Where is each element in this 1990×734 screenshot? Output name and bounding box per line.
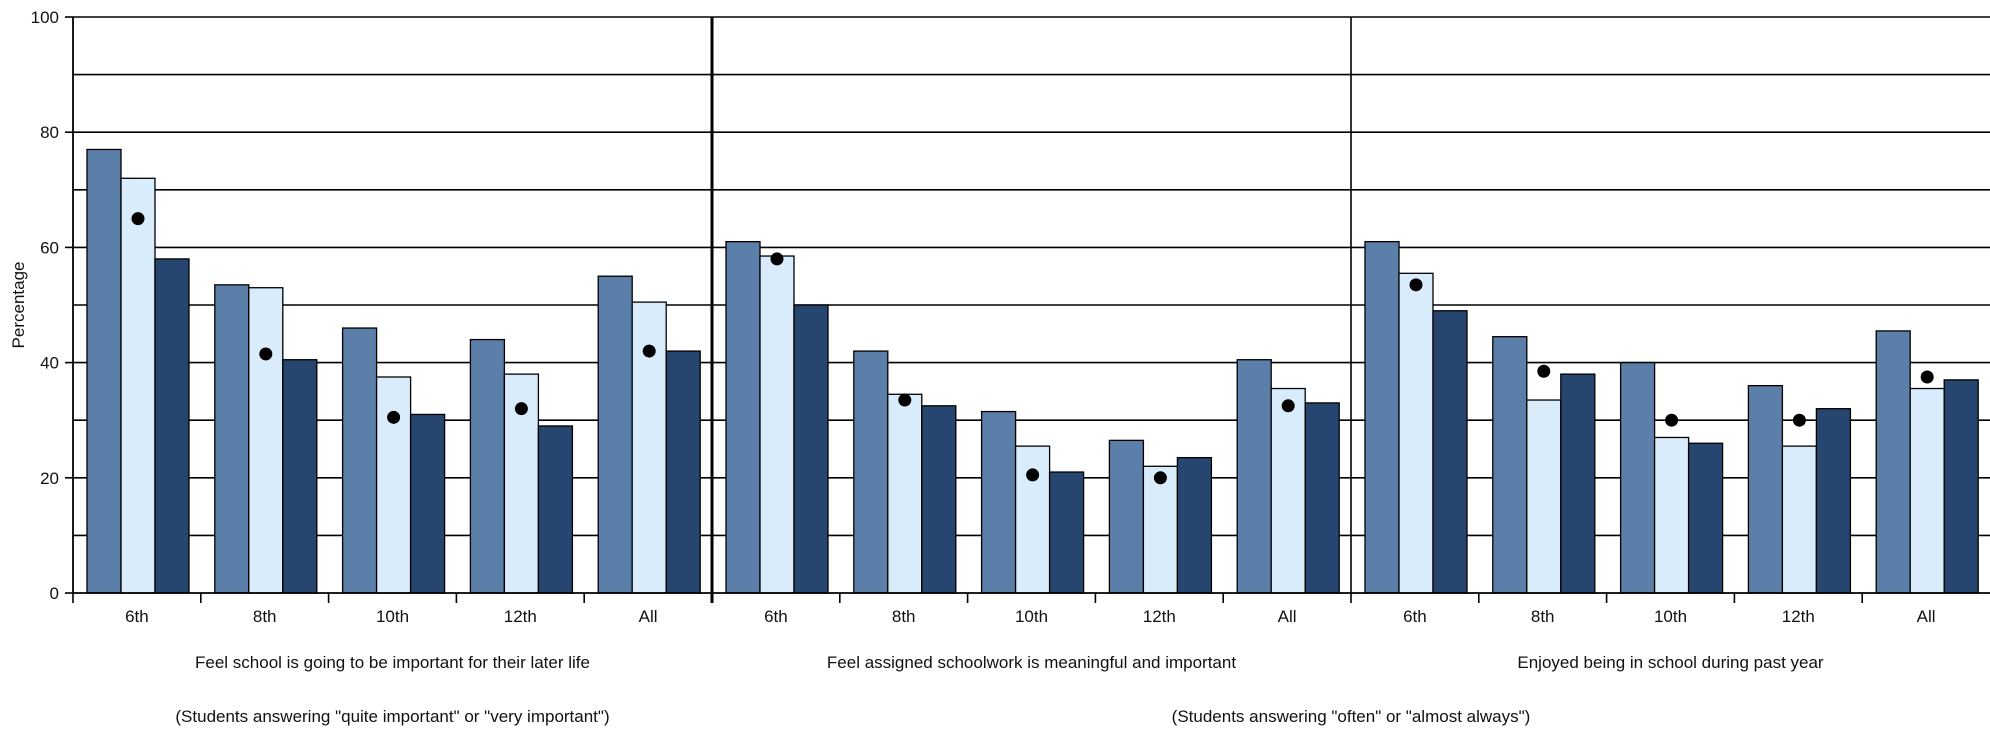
bar xyxy=(1108,439,1145,594)
category-label: 12th xyxy=(504,607,537,626)
bar xyxy=(1304,402,1340,594)
panel-title: Feel assigned schoolwork is meaningful a… xyxy=(827,653,1236,672)
marker-point xyxy=(1792,413,1806,427)
category-label: 10th xyxy=(376,607,409,626)
category-label: 8th xyxy=(892,607,916,626)
marker-point xyxy=(1026,468,1040,482)
bar xyxy=(282,359,318,594)
y-axis-title: Percentage xyxy=(9,262,28,349)
marker-point xyxy=(898,393,912,407)
marker-point xyxy=(1153,471,1167,485)
bar xyxy=(1875,330,1911,594)
marker-point xyxy=(1537,364,1551,378)
bar xyxy=(1236,359,1272,594)
axes xyxy=(65,16,1990,603)
bar xyxy=(665,350,701,594)
bar xyxy=(793,304,829,594)
bar xyxy=(1909,387,1945,594)
category-label: All xyxy=(1278,607,1297,626)
bar xyxy=(1142,465,1179,594)
bar xyxy=(853,350,889,594)
category-label: 6th xyxy=(764,607,788,626)
marker-point xyxy=(259,347,273,361)
bars xyxy=(86,148,1979,594)
category-label: 10th xyxy=(1654,607,1687,626)
bar xyxy=(409,413,446,594)
y-tick-label: 80 xyxy=(40,123,59,142)
bar xyxy=(469,338,506,594)
bar xyxy=(537,425,574,594)
panel-title: Feel school is going to be important for… xyxy=(195,653,590,672)
footnote: (Students answering "often" or "almost a… xyxy=(1172,707,1531,726)
bar xyxy=(1048,471,1085,594)
bar xyxy=(1270,387,1306,594)
bar xyxy=(375,376,412,594)
bar xyxy=(980,410,1017,594)
bar xyxy=(120,177,156,594)
category-label: 12th xyxy=(1143,607,1176,626)
bar xyxy=(86,148,122,594)
bar xyxy=(1781,445,1818,594)
marker-point xyxy=(1281,399,1295,413)
category-label: All xyxy=(1917,607,1936,626)
y-tick-label: 100 xyxy=(31,8,59,27)
category-label: 6th xyxy=(1403,607,1427,626)
category-label: 12th xyxy=(1782,607,1815,626)
category-label: 6th xyxy=(125,607,149,626)
bar xyxy=(1560,373,1596,594)
marker-point xyxy=(1665,413,1679,427)
bar xyxy=(887,393,923,594)
y-tick-label: 40 xyxy=(40,354,59,373)
y-tick-label: 60 xyxy=(40,238,59,257)
panel-title: Enjoyed being in school during past year xyxy=(1517,653,1824,672)
category-label: 10th xyxy=(1015,607,1048,626)
bar xyxy=(248,287,284,594)
bar xyxy=(1364,240,1400,594)
marker-point xyxy=(1409,278,1423,292)
bar xyxy=(1398,272,1434,594)
bar xyxy=(1526,399,1562,594)
bar xyxy=(1619,361,1656,594)
bar xyxy=(154,258,190,594)
labels: 0 20 40 60 80 100 Percentage 6th 8th 10th 12th All F… xyxy=(9,8,1936,726)
bar xyxy=(341,327,378,594)
footnote: (Students answering "quite important" or… xyxy=(175,707,609,726)
bar xyxy=(1492,336,1528,594)
category-label: 8th xyxy=(253,607,277,626)
bar xyxy=(921,405,957,594)
category-label: 8th xyxy=(1531,607,1555,626)
bar xyxy=(1653,436,1690,594)
marker-point xyxy=(514,402,528,416)
bar xyxy=(1014,445,1051,594)
bar xyxy=(1432,310,1468,594)
bar xyxy=(1747,384,1784,594)
bar xyxy=(1943,379,1979,594)
bar xyxy=(725,240,761,594)
markers xyxy=(131,212,1934,485)
y-tick-label: 20 xyxy=(40,469,59,488)
marker-point xyxy=(770,252,784,266)
bar xyxy=(759,255,795,594)
marker-point xyxy=(131,212,145,226)
category-label: All xyxy=(639,607,658,626)
bar xyxy=(597,275,633,594)
marker-point xyxy=(387,410,401,424)
y-tick-label: 0 xyxy=(50,584,59,603)
bar xyxy=(1815,408,1852,594)
bar xyxy=(214,284,250,594)
bar xyxy=(1687,442,1724,594)
marker-point xyxy=(642,344,656,358)
marker-point xyxy=(1920,370,1934,384)
bar xyxy=(1176,456,1213,594)
